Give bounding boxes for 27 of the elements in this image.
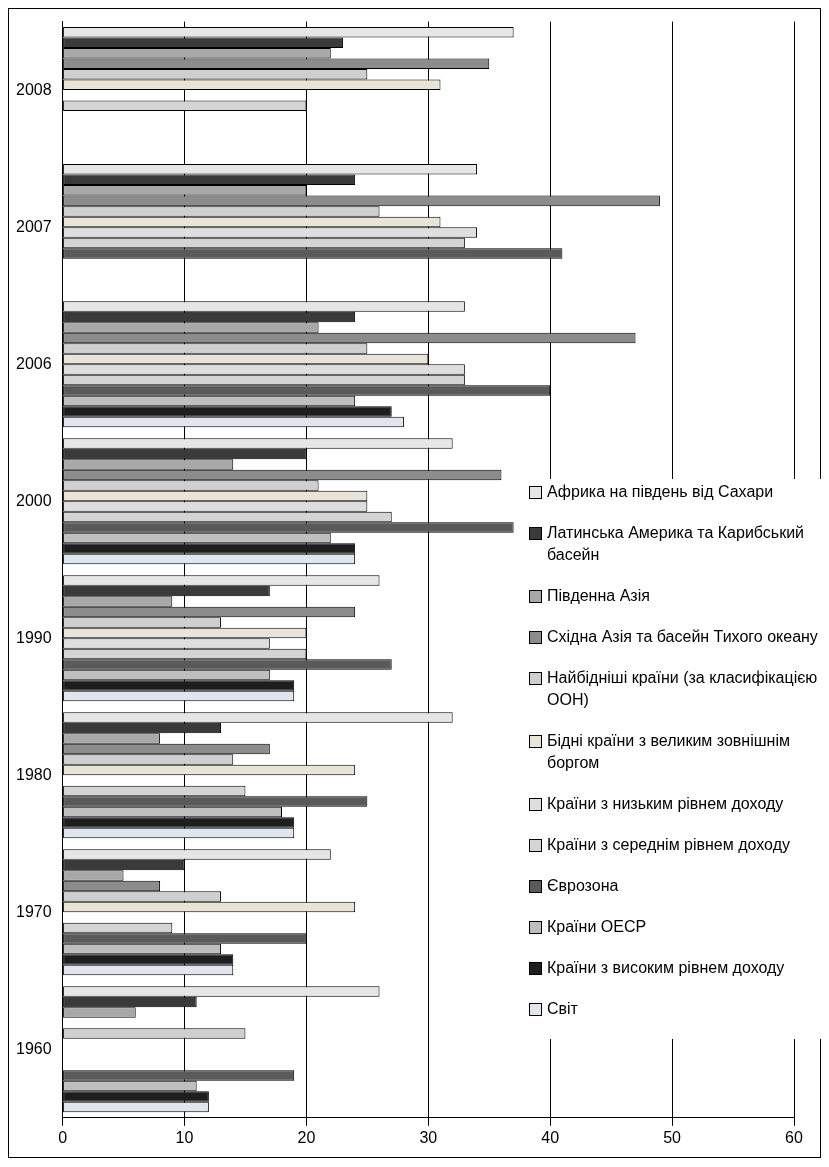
legend-label: Країни з високим рівнем доходу [547, 958, 785, 978]
x-tick-label: 0 [58, 1128, 68, 1146]
legend-label: Найбідніші країни (за класифікацією ООН) [547, 668, 819, 710]
legend-label: Країни з середнім рівнем доходу [547, 835, 790, 855]
x-tick-label: 40 [541, 1128, 560, 1146]
x-tick-label: 30 [419, 1128, 438, 1146]
y-tick-label: 1970 [16, 902, 52, 920]
legend-label: Східна Азія та басейн Тихого океану [547, 627, 818, 647]
x-tick-label: 10 [175, 1128, 194, 1146]
legend-label: Країни з низьким рівнем доходу [547, 794, 784, 814]
y-tick-label: 2006 [16, 354, 52, 372]
legend-label: Світ [547, 999, 578, 1019]
y-tick-label: 2008 [16, 80, 52, 98]
x-tick-label: 20 [297, 1128, 316, 1146]
legend-label: Країни ОЕСР [547, 917, 647, 937]
legend-label: Єврозона [547, 876, 619, 896]
legend-label: Латинська Америка та Карибський басейн [547, 523, 806, 565]
legend-label: Південна Азія [547, 586, 650, 606]
y-tick-label: 1990 [16, 628, 52, 646]
legend-label: Африка на південь від Сахари [547, 482, 774, 502]
y-tick-label: 2007 [16, 217, 52, 235]
y-tick-label: 1980 [16, 765, 52, 783]
legend-label: Бідні країни з великим зовнішнім боргом [547, 731, 791, 773]
x-tick-label: 60 [785, 1128, 803, 1146]
y-tick-label: 2000 [16, 491, 52, 509]
x-tick-label: 50 [663, 1128, 682, 1146]
y-tick-label: 1960 [16, 1039, 52, 1057]
